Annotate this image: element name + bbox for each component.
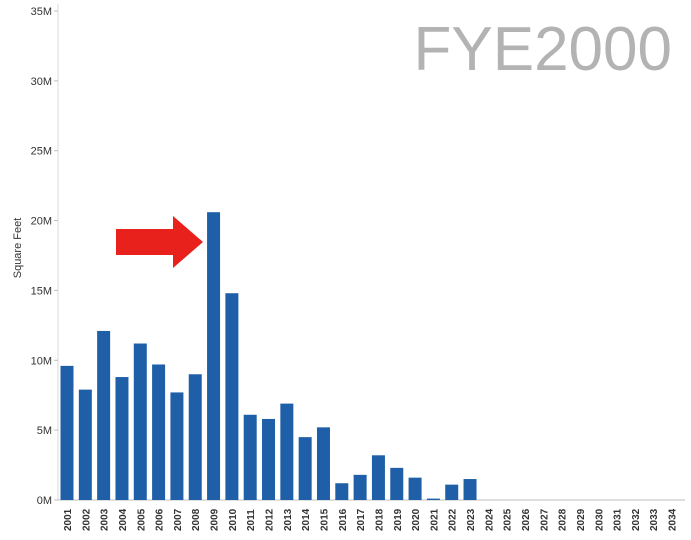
bar-2018[interactable] — [371, 455, 385, 500]
bar-2013[interactable] — [280, 403, 294, 500]
bar-2001[interactable] — [60, 365, 74, 500]
x-tick-label: 2020 — [411, 508, 422, 531]
x-tick-label: 2030 — [594, 508, 605, 531]
bar-2007[interactable] — [170, 392, 184, 500]
x-tick-label: 2014 — [301, 508, 312, 531]
bar-2023[interactable] — [463, 479, 477, 500]
x-tick-label: 2023 — [466, 508, 477, 531]
bar-2003[interactable] — [97, 330, 111, 500]
bar-2016[interactable] — [335, 483, 349, 500]
bar-2020[interactable] — [408, 477, 422, 500]
x-tick-label: 2009 — [210, 508, 221, 531]
x-tick-label: 2013 — [283, 508, 294, 531]
x-tick-label: 2024 — [484, 508, 495, 531]
y-tick-label: 30M — [31, 76, 52, 88]
x-tick-label: 2012 — [265, 508, 276, 531]
bar-2021[interactable] — [426, 498, 440, 500]
chart-title-watermark: FYE2000 — [413, 15, 672, 84]
bar-2006[interactable] — [152, 364, 166, 500]
x-tick-label: 2015 — [319, 508, 330, 531]
x-tick-label: 2017 — [356, 508, 367, 531]
bar-2005[interactable] — [133, 343, 147, 500]
bar-2008[interactable] — [188, 374, 202, 500]
x-tick-label: 2025 — [503, 508, 514, 531]
x-tick-label: 2008 — [191, 508, 202, 531]
bar-2004[interactable] — [115, 377, 129, 500]
y-tick-label: 0M — [37, 495, 52, 507]
bar-2015[interactable] — [316, 427, 330, 500]
y-tick-label: 10M — [31, 355, 52, 367]
x-axis-ticks: 2001 2002 2003 2004 2005 2006 2007 2008 2009 2010… — [63, 508, 679, 531]
x-tick-label: 2033 — [649, 508, 660, 531]
x-tick-label: 2001 — [63, 508, 74, 531]
x-tick-label: 2019 — [393, 508, 404, 531]
x-tick-label: 2028 — [558, 508, 569, 531]
x-tick-label: 2006 — [155, 508, 166, 531]
red-arrow-annotation — [116, 216, 203, 268]
bar-2002[interactable] — [78, 389, 92, 500]
bar-2022[interactable] — [445, 484, 459, 500]
x-tick-label: 2011 — [246, 509, 257, 531]
bar-2010[interactable] — [225, 293, 239, 500]
x-tick-label: 2003 — [100, 508, 111, 531]
y-tick-label: 25M — [31, 146, 52, 158]
y-tick-label: 15M — [31, 285, 52, 297]
x-tick-label: 2007 — [173, 508, 184, 531]
bar-2012[interactable] — [262, 418, 276, 500]
x-tick-label: 2010 — [228, 508, 239, 531]
y-tick-label: 5M — [37, 425, 52, 437]
x-tick-label: 2032 — [631, 508, 642, 531]
y-axis-title: Square Feet — [12, 218, 24, 279]
x-tick-label: 2005 — [136, 508, 147, 531]
x-tick-label: 2022 — [448, 508, 459, 531]
x-tick-label: 2002 — [81, 508, 92, 531]
bar-2011[interactable] — [243, 414, 257, 500]
y-tick-label: 35M — [31, 6, 52, 18]
bars-group — [60, 212, 477, 500]
x-tick-label: 2034 — [668, 508, 679, 531]
x-tick-label: 2031 — [613, 508, 624, 531]
bar-2014[interactable] — [298, 437, 312, 500]
x-tick-label: 2004 — [118, 508, 129, 531]
y-tick-label: 20M — [31, 216, 52, 228]
y-axis-ticks: 0M 5M 10M 15M 20M 25M 30M 35M — [31, 6, 58, 507]
x-tick-label: 2016 — [338, 508, 349, 531]
x-tick-label: 2021 — [429, 508, 440, 531]
x-tick-label: 2029 — [576, 508, 587, 531]
x-tick-label: 2027 — [539, 508, 550, 531]
bar-2009[interactable] — [207, 212, 221, 500]
x-tick-label: 2026 — [521, 508, 532, 531]
x-tick-label: 2018 — [374, 508, 385, 531]
bar-2019[interactable] — [390, 467, 404, 500]
bar-2017[interactable] — [353, 474, 367, 500]
